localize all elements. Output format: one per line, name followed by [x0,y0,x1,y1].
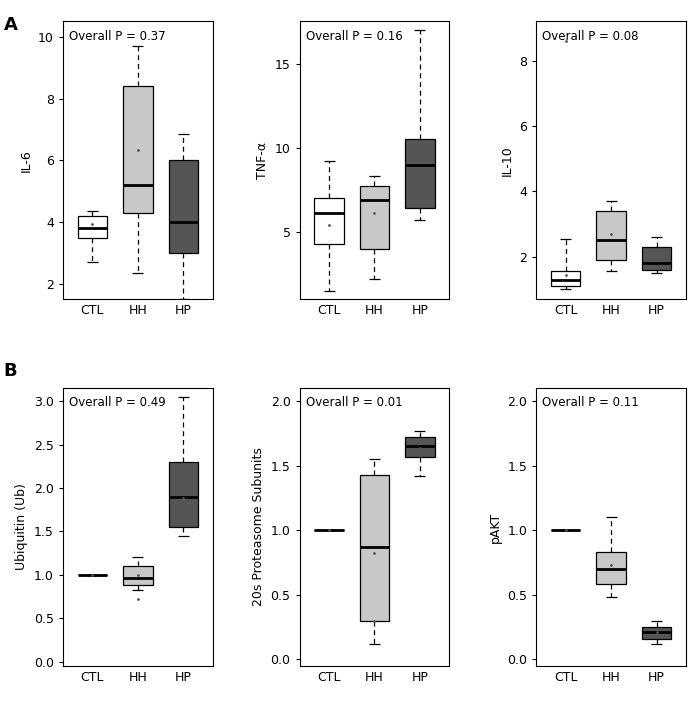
Text: Overall P = 0.01: Overall P = 0.01 [306,397,402,410]
Y-axis label: IL-6: IL-6 [20,149,32,172]
Bar [405,140,435,208]
Bar [642,247,671,270]
Text: Overall P = 0.37: Overall P = 0.37 [69,30,166,43]
Text: Overall P = 0.11: Overall P = 0.11 [542,397,639,410]
Bar [642,627,671,639]
Text: Overall P = 0.49: Overall P = 0.49 [69,397,166,410]
Y-axis label: Ubiquitin (Ub): Ubiquitin (Ub) [15,483,29,571]
Bar [169,462,198,527]
Bar [169,160,198,253]
Bar [360,186,389,248]
Bar [123,566,153,585]
Text: A: A [4,16,18,34]
Bar [405,437,435,457]
Bar [360,475,389,621]
Bar [123,87,153,213]
Bar [596,211,626,260]
Text: Overall P = 0.16: Overall P = 0.16 [306,30,402,43]
Bar [551,271,580,286]
Bar [78,216,107,238]
Bar [314,198,344,243]
Text: B: B [4,362,17,379]
Y-axis label: 20s Proteasome Subunits: 20s Proteasome Subunits [252,448,265,606]
Y-axis label: IL-10: IL-10 [500,145,514,175]
Bar [596,552,626,584]
Y-axis label: pAKT: pAKT [489,511,502,543]
Text: Overall P = 0.08: Overall P = 0.08 [542,30,638,43]
Y-axis label: TNF-α: TNF-α [256,142,270,179]
